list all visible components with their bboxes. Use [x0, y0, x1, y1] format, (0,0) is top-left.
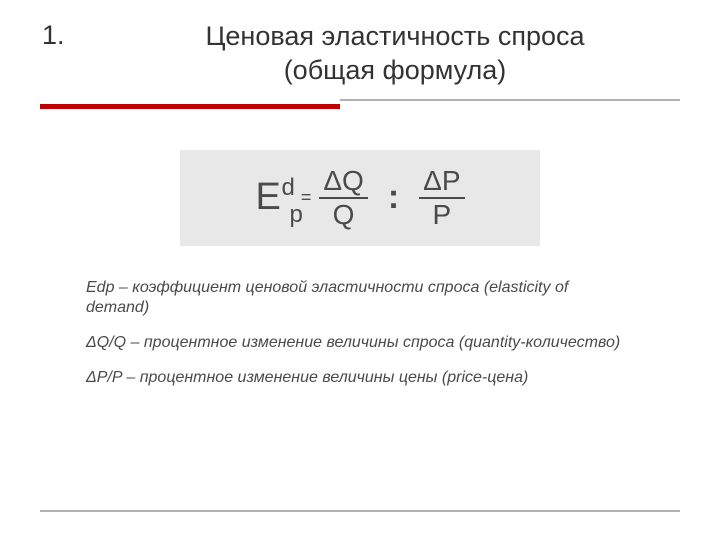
fraction-1: ΔQ Q: [319, 166, 367, 229]
slide-container: 1. Ценовая эластичность спроса (общая фо…: [0, 0, 720, 540]
definition-item: ΔP/P – процентное изменение величины цен…: [86, 368, 634, 389]
definitions-block: Edp – коэффициент ценовой эластичности с…: [40, 278, 680, 389]
definition-item: ΔQ/Q – процентное изменение величины спр…: [86, 333, 634, 354]
title-divider: [40, 96, 680, 114]
fraction-2: ΔP P: [419, 166, 464, 229]
list-number: 1.: [40, 20, 110, 51]
lhs-base: E: [255, 176, 280, 218]
definition-item: Edp – коэффициент ценовой эластичности с…: [86, 278, 634, 320]
title-row: 1. Ценовая эластичность спроса (общая фо…: [40, 20, 680, 88]
title-line-2: (общая формула): [284, 55, 507, 85]
divider-red-segment: [40, 104, 340, 109]
frac2-denominator: P: [428, 199, 455, 229]
slide-title: Ценовая эластичность спроса (общая форму…: [110, 20, 680, 88]
formula-lhs: E d p: [255, 176, 280, 219]
lhs-subscript: p: [289, 201, 302, 229]
divide-sign: :: [388, 178, 399, 217]
lhs-superscript: d: [281, 174, 294, 202]
title-line-1: Ценовая эластичность спроса: [205, 21, 584, 51]
formula-box: E d p = ΔQ Q : ΔP P: [180, 150, 540, 246]
divider-gray-segment: [340, 99, 680, 101]
bottom-divider: [40, 510, 680, 512]
frac2-numerator: ΔP: [419, 166, 464, 196]
frac1-numerator: ΔQ: [319, 166, 367, 196]
frac1-denominator: Q: [329, 199, 359, 229]
